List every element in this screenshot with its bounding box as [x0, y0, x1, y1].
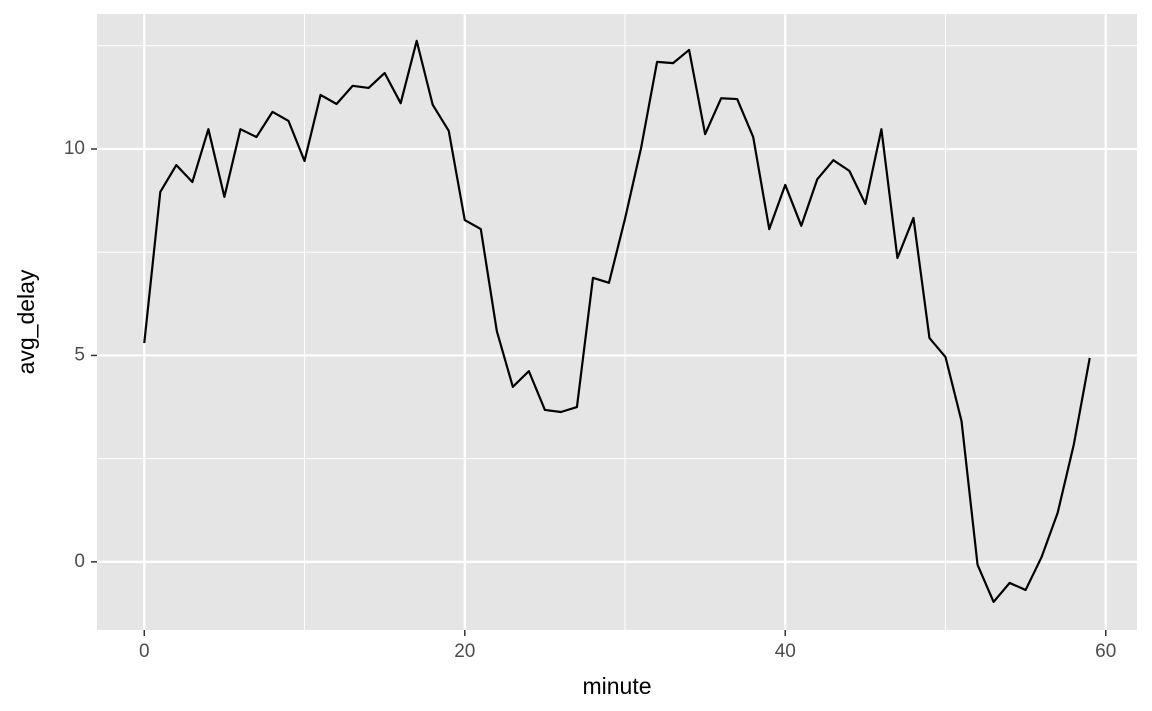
x-tick-label: 0	[139, 641, 150, 662]
line	[143, 39, 1091, 604]
y-tick-label: 0	[74, 551, 85, 572]
y-axis-title: avg_delay	[13, 269, 39, 374]
panel	[97, 14, 1137, 630]
x-tick-label: 20	[454, 641, 475, 662]
x-axis-title: minute	[582, 673, 651, 699]
y-tick-label: 5	[74, 344, 85, 365]
y-tick-label: 10	[64, 138, 85, 159]
x-tick-label: 40	[775, 641, 796, 662]
x-tick-label: 60	[1095, 641, 1116, 662]
